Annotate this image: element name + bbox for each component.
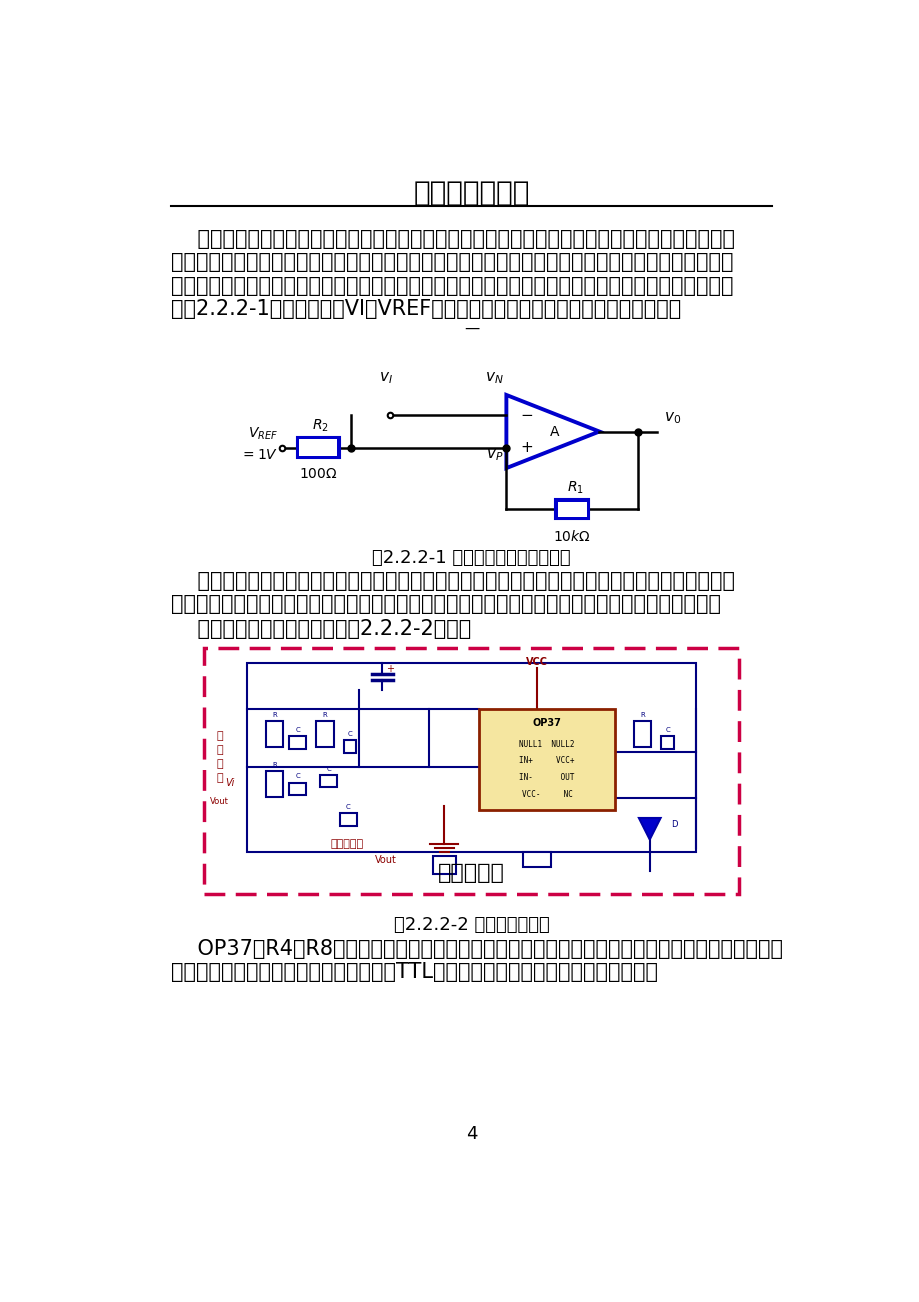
Text: 反馈网络，就组成了具有双门限值的反相输入滞回比较器。由于反馈的作用这种比较器的门限电压是随: 反馈网络，就组成了具有双门限值的反相输入滞回比较器。由于反馈的作用这种比较器的门…	[171, 253, 732, 272]
Text: 图2.2.2-2 滞回比较电路图: 图2.2.2-2 滞回比较电路图	[393, 915, 549, 934]
Bar	[344, 741, 356, 753]
Text: Vi: Vi	[225, 777, 234, 788]
Text: $V_{REF}$: $V_{REF}$	[247, 426, 278, 441]
Text: C: C	[346, 805, 350, 810]
Text: −: −	[520, 408, 532, 423]
Text: C: C	[347, 730, 352, 737]
Text: $10k\Omega$: $10k\Omega$	[552, 530, 591, 544]
Text: Vout: Vout	[210, 797, 229, 806]
Text: R: R	[640, 712, 644, 717]
Text: 方波整形路: 方波整形路	[331, 840, 364, 849]
Text: $v_N$: $v_N$	[485, 370, 504, 385]
Text: Vout: Vout	[375, 854, 397, 865]
Polygon shape	[638, 818, 660, 840]
Text: IN-      OUT: IN- OUT	[518, 773, 574, 783]
Text: C: C	[664, 728, 669, 733]
Text: $R_2$: $R_2$	[312, 418, 329, 435]
Text: IN+     VCC+: IN+ VCC+	[518, 756, 574, 766]
Bar	[339, 814, 357, 825]
Bar	[266, 721, 283, 747]
Text: 测: 测	[216, 745, 222, 755]
Text: $v_0$: $v_0$	[663, 410, 680, 426]
Text: NULL1  NULL2: NULL1 NULL2	[518, 740, 574, 749]
Bar	[554, 499, 589, 519]
Text: VCC-     NC: VCC- NC	[521, 790, 572, 799]
Bar	[523, 852, 550, 867]
Text: 如图2.2.2-1所示，如果把VI和VREF位置互换，就可以构成同相输入迟滞比较器。: 如图2.2.2-1所示，如果把VI和VREF位置互换，就可以构成同相输入迟滞比较…	[171, 298, 680, 319]
Text: A: A	[549, 424, 559, 439]
Text: 被: 被	[216, 732, 222, 741]
Text: VCC: VCC	[526, 656, 548, 667]
Text: C: C	[326, 766, 331, 772]
Text: $v_I$: $v_I$	[379, 370, 392, 385]
Text: 图2.2.2-1 反相滞回比较器电路组成: 图2.2.2-1 反相滞回比较器电路组成	[372, 549, 570, 568]
Text: 滞回比较器是一个具有迟滞回环传输特性的比较器。在反相输入单门限电压比较器的基础上引入正: 滞回比较器是一个具有迟滞回环传输特性的比较器。在反相输入单门限电压比较器的基础上…	[171, 229, 734, 250]
Text: 滤去负电平部分，变成可被单片机接收的TTL信号，输入到单片机，以实现频率测量。: 滤去负电平部分，变成可被单片机接收的TTL信号，输入到单片机，以实现频率测量。	[171, 962, 657, 982]
Text: $=1V$: $=1V$	[239, 448, 278, 462]
Bar	[289, 783, 306, 796]
Text: R: R	[272, 712, 277, 717]
Text: R: R	[323, 712, 327, 717]
Text: 小的干扰，则输出电压就会产生相应的抖动（起伏），而在此电路中引入正反馈可以克服这一缺点。: 小的干扰，则输出电压就会产生相应的抖动（起伏），而在此电路中引入正反馈可以克服这…	[171, 594, 720, 615]
Text: $v_P$: $v_P$	[485, 448, 503, 464]
Text: +: +	[386, 664, 394, 674]
Bar	[479, 710, 614, 810]
Text: D: D	[671, 820, 677, 829]
Text: 号: 号	[216, 773, 222, 783]
Text: R: R	[272, 762, 277, 768]
Text: 滞回比较器又可理解为加正反馈的单限比较器。对于单限比较器，如果输入信号在门限值附近有微: 滞回比较器又可理解为加正反馈的单限比较器。对于单限比较器，如果输入信号在门限值附…	[171, 570, 734, 591]
Text: 输出电压的变化而变化的。它的灵敏度低一些，但抗干扰能力却大大提高。反相滞回比较器的电路组成: 输出电压的变化而变化的。它的灵敏度低一些，但抗干扰能力却大大提高。反相滞回比较器…	[171, 276, 732, 296]
Text: 信: 信	[216, 759, 222, 769]
Bar	[320, 775, 337, 788]
Bar	[204, 648, 738, 894]
Bar	[633, 721, 651, 747]
Bar	[432, 855, 456, 874]
Bar	[297, 437, 339, 458]
Bar	[557, 501, 586, 517]
Text: —: —	[463, 320, 479, 336]
Text: +: +	[520, 440, 532, 456]
Bar	[210, 654, 732, 888]
Text: C: C	[295, 773, 300, 780]
Text: 整个滞回比较电路原理图如图2.2.2-2所示。: 整个滞回比较电路原理图如图2.2.2-2所示。	[171, 618, 471, 638]
Bar	[289, 737, 306, 749]
Bar	[661, 737, 673, 749]
Text: $R_1$: $R_1$	[566, 479, 584, 496]
Bar	[266, 771, 283, 797]
Text: 单片机课程设计: 单片机课程设计	[413, 180, 529, 207]
Text: OP37: OP37	[532, 719, 561, 728]
Text: $100\Omega$: $100\Omega$	[299, 467, 337, 480]
Bar	[299, 439, 337, 456]
Text: OP37和R4、R8组成滞回比较器，对被测信号转化为脉冲信号，二极管实现对脉冲信号进行整形，: OP37和R4、R8组成滞回比较器，对被测信号转化为脉冲信号，二极管实现对脉冲信…	[171, 939, 782, 958]
Text: C: C	[295, 728, 300, 733]
Bar	[316, 721, 334, 747]
Bar	[246, 663, 696, 852]
Text: 滞回比较器: 滞回比较器	[437, 863, 505, 883]
Text: 4: 4	[465, 1125, 477, 1143]
